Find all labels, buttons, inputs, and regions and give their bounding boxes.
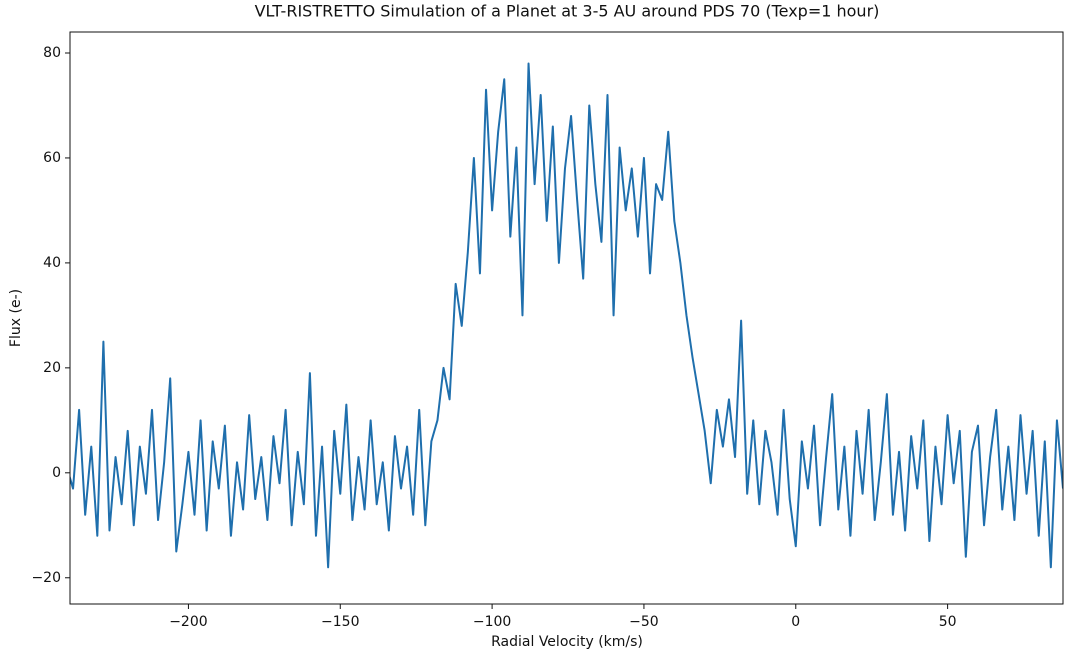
x-tick-label: 50 (939, 614, 957, 630)
x-tick-label: −100 (473, 614, 511, 630)
plot-frame (69, 31, 1064, 605)
data-line (70, 62, 1063, 569)
x-tick-label: −50 (629, 614, 659, 630)
y-tick-label: 80 (43, 45, 61, 61)
y-tick-label: 60 (43, 150, 61, 166)
x-axis-label: Radial Velocity (km/s) (491, 634, 643, 650)
x-tick-label: −150 (321, 614, 359, 630)
y-tick-label: −20 (31, 570, 61, 586)
chart-title: VLT-RISTRETTO Simulation of a Planet at … (255, 2, 880, 21)
y-tick-label: 40 (43, 255, 61, 271)
x-tick-label: 0 (791, 614, 800, 630)
x-tick-label: −200 (169, 614, 207, 630)
y-tick-label: 20 (43, 360, 61, 376)
y-axis-label: Flux (e-) (8, 289, 24, 347)
y-tick-label: 0 (52, 465, 61, 481)
